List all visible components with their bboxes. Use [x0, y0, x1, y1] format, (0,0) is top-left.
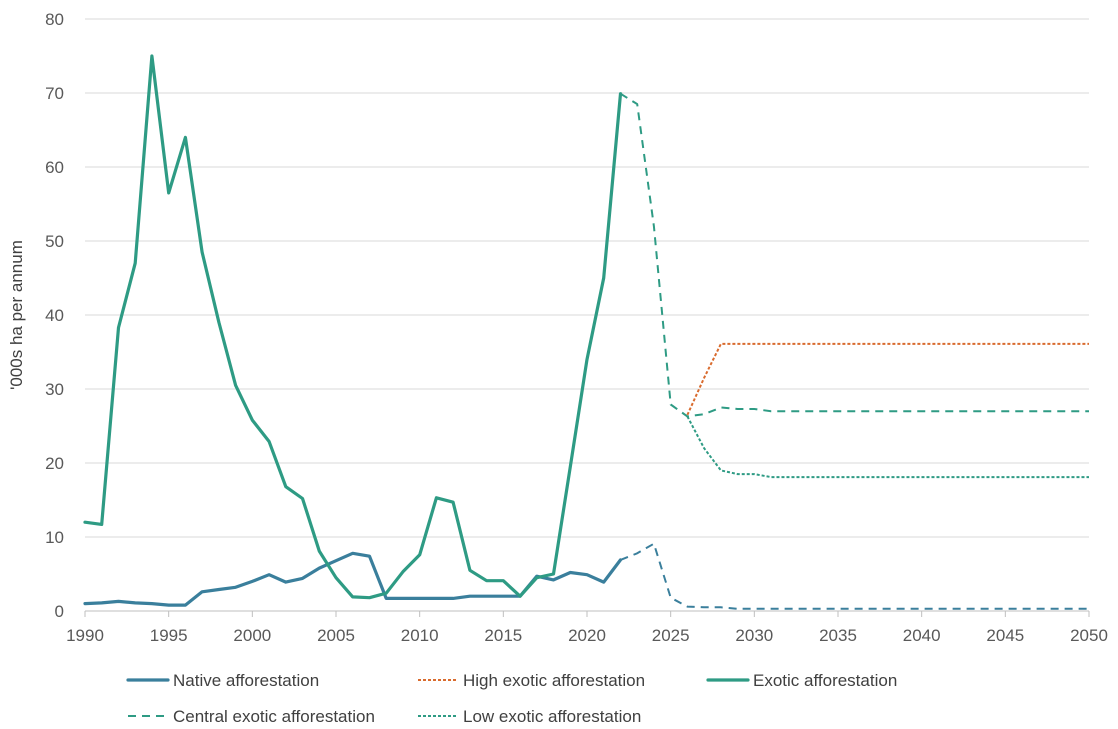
x-tick-label: 1995 [150, 626, 188, 645]
y-tick-label: 10 [45, 528, 64, 547]
y-tick-label: 0 [55, 602, 64, 621]
y-tick-label: 40 [45, 306, 64, 325]
x-tick-label: 1990 [66, 626, 104, 645]
axes [84, 610, 1090, 617]
x-tick-label: 2000 [233, 626, 271, 645]
x-tick-label: 2005 [317, 626, 355, 645]
x-tick-label: 2015 [484, 626, 522, 645]
y-tick-label: 50 [45, 232, 64, 251]
legend-label: Exotic afforestation [753, 671, 897, 690]
legend-label: Low exotic afforestation [463, 707, 641, 726]
x-tick-label: 2020 [568, 626, 606, 645]
y-tick-labels: 0 10 20 30 40 50 60 70 80 [45, 10, 64, 621]
x-tick-label: 2010 [401, 626, 439, 645]
y-tick-label: 20 [45, 454, 64, 473]
legend: Native afforestation High exotic afforest… [126, 671, 897, 726]
x-tick-label: 2050 [1070, 626, 1108, 645]
series-lines [83, 54, 1089, 610]
legend-label: Central exotic afforestation [173, 707, 375, 726]
y-tick-label: 30 [45, 380, 64, 399]
y-tick-label: 80 [45, 10, 64, 29]
x-tick-label: 2045 [986, 626, 1024, 645]
series-line-native-afforestation-projection [620, 542, 1089, 610]
y-tick-label: 70 [45, 84, 64, 103]
legend-label: Native afforestation [173, 671, 319, 690]
legend-label: High exotic afforestation [463, 671, 645, 690]
x-tick-label: 2035 [819, 626, 857, 645]
x-tick-label: 2040 [903, 626, 941, 645]
gridlines [85, 18, 1089, 538]
x-tick-labels: 1990 1995 2000 2005 2010 2015 2020 2025 2030 2035… [66, 626, 1108, 645]
series-line-central-exotic-afforestation [619, 92, 1089, 418]
series-line-exotic-afforestation [83, 54, 623, 600]
series-line-low-exotic-afforestation [686, 415, 1089, 479]
y-axis-label: '000s ha per annum [7, 240, 26, 390]
x-tick-label: 2030 [735, 626, 773, 645]
series-line-high-exotic-afforestation [686, 342, 1089, 416]
x-tick-label: 2025 [652, 626, 690, 645]
y-tick-label: 60 [45, 158, 64, 177]
